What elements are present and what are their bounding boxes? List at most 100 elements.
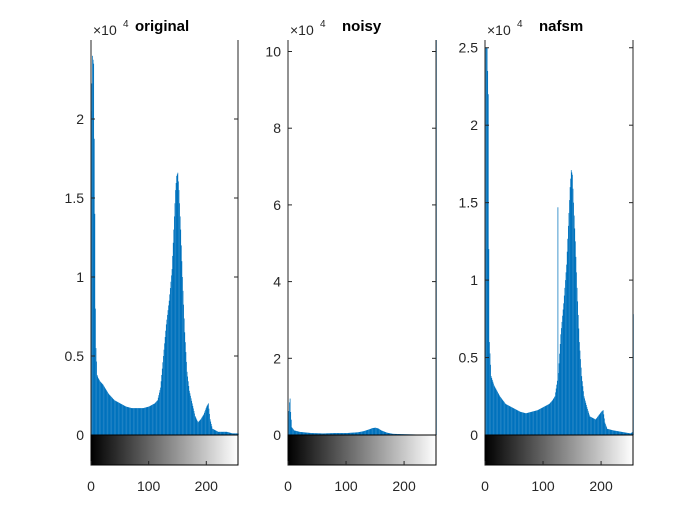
histogram-bar <box>106 391 108 435</box>
x-tick-label: 0 <box>481 478 489 494</box>
histogram-bar <box>191 400 193 435</box>
histogram-bar <box>328 433 329 435</box>
panel-title: noisy <box>342 18 382 35</box>
histogram-bar <box>575 256 577 435</box>
histogram-bar <box>552 399 554 435</box>
histogram-bar <box>172 255 174 435</box>
histogram-bar <box>105 390 107 435</box>
histogram-bar <box>500 397 501 435</box>
histogram-bar <box>559 353 561 435</box>
histogram-bar <box>293 429 294 435</box>
histogram-bar <box>202 416 203 435</box>
histogram-bar <box>126 406 128 435</box>
histogram-bar <box>574 228 576 435</box>
histogram-bar <box>621 431 623 435</box>
histogram-bar <box>353 432 354 435</box>
histogram-bar <box>576 287 578 435</box>
histogram-bar <box>156 401 157 435</box>
histogram-bar <box>598 415 599 435</box>
histogram-bar <box>551 401 552 435</box>
exponent-power: 4 <box>320 19 326 30</box>
histogram-bar <box>524 413 526 435</box>
histogram-bar <box>120 403 122 435</box>
x-tick-label: 100 <box>531 478 555 494</box>
histogram-bar <box>589 416 591 435</box>
histogram-bar <box>573 202 574 435</box>
histogram-bar <box>558 373 559 435</box>
histogram-bar <box>527 412 529 435</box>
histogram-bar <box>216 431 218 435</box>
histogram-bar <box>629 433 631 435</box>
histogram-bar <box>323 433 325 435</box>
histogram-bar <box>101 383 103 435</box>
histogram-bar <box>308 432 310 435</box>
histogram-bar <box>595 419 596 435</box>
histogram-bar <box>382 431 384 435</box>
histogram-bar <box>219 431 221 435</box>
histogram-bar <box>568 225 569 435</box>
histogram-bar <box>533 411 534 435</box>
exponent-label: ×10 <box>290 22 314 38</box>
histogram-bar <box>113 399 115 435</box>
histogram-bar <box>359 431 361 435</box>
histogram-bar <box>488 249 490 435</box>
histogram-bar <box>119 403 121 435</box>
histogram-bar <box>383 431 384 435</box>
histogram-bar <box>624 432 626 435</box>
histogram-bar <box>568 212 570 435</box>
histogram-bar <box>168 305 169 435</box>
histogram-bar <box>515 409 516 435</box>
histogram-bar <box>330 433 332 435</box>
histogram-bar <box>388 433 390 435</box>
histogram-bar <box>494 386 496 435</box>
histogram-bar <box>215 430 217 435</box>
histogram-bar <box>520 412 522 435</box>
histogram-bar <box>135 408 137 435</box>
histogram-bar <box>381 430 383 435</box>
histogram-bar <box>200 419 202 435</box>
histogram-bar <box>123 405 125 435</box>
histogram-bar <box>548 404 550 435</box>
histogram-bar <box>288 411 290 435</box>
histogram-bar <box>108 393 110 435</box>
histogram-bar <box>325 433 326 435</box>
histogram-bar <box>306 432 308 435</box>
histogram-bar <box>388 433 390 435</box>
histogram-bar <box>508 405 510 435</box>
exponent-power: 4 <box>517 19 523 30</box>
histogram-bar <box>362 431 364 435</box>
histogram-bar <box>573 215 575 435</box>
histogram-bar <box>600 412 602 435</box>
histogram-bar <box>117 402 119 435</box>
histogram-bar <box>375 427 377 435</box>
histogram-bar <box>504 403 506 435</box>
histogram-bar <box>613 430 614 435</box>
histogram-bar <box>336 433 338 435</box>
histogram-bar <box>103 386 105 435</box>
histogram-bar <box>150 405 152 435</box>
histogram-bar <box>537 409 539 435</box>
histogram-bar <box>315 433 317 435</box>
histogram-bar <box>366 430 368 435</box>
histogram-bar <box>146 407 148 435</box>
histogram-bar <box>511 407 513 435</box>
histogram-bar <box>578 328 580 435</box>
histogram-bar <box>234 433 236 435</box>
grayscale-colorbar <box>484 434 634 466</box>
histogram-bar <box>560 334 562 435</box>
histogram-bar <box>509 406 511 435</box>
histogram-bar <box>361 431 362 435</box>
histogram-bar <box>97 376 99 435</box>
histogram-bar <box>107 392 109 435</box>
histogram-bar <box>363 431 365 435</box>
histogram-bar <box>195 417 197 435</box>
histogram-bar <box>627 432 628 435</box>
histogram-bar <box>493 385 495 435</box>
histogram-bar <box>628 433 630 435</box>
histogram-bar <box>169 294 171 435</box>
histogram-bar <box>550 402 552 435</box>
histogram-bar <box>392 433 394 435</box>
histogram-bar <box>610 429 612 435</box>
histogram-bar <box>304 432 305 435</box>
histogram-bar <box>582 386 584 435</box>
